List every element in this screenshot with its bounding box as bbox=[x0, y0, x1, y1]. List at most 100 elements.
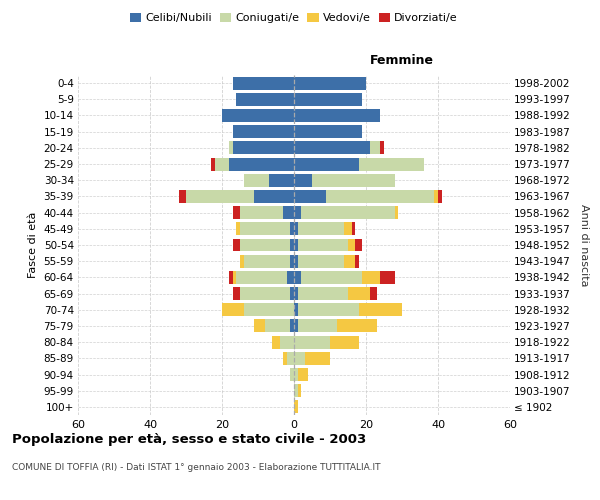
Bar bbox=[233, 142, 294, 154]
Bar bbox=[294, 336, 330, 348]
Bar bbox=[380, 142, 384, 154]
Bar bbox=[438, 190, 442, 203]
Bar bbox=[294, 271, 301, 284]
Bar bbox=[215, 158, 229, 170]
Bar bbox=[254, 190, 294, 203]
Bar bbox=[244, 174, 269, 186]
Bar bbox=[233, 238, 240, 252]
Bar bbox=[229, 158, 294, 170]
Bar bbox=[294, 76, 366, 90]
Bar bbox=[283, 206, 294, 219]
Bar bbox=[240, 287, 290, 300]
Bar bbox=[359, 304, 402, 316]
Bar bbox=[290, 254, 294, 268]
Bar bbox=[294, 142, 370, 154]
Bar bbox=[240, 222, 290, 235]
Bar bbox=[294, 400, 298, 413]
Bar bbox=[240, 238, 290, 252]
Bar bbox=[348, 238, 355, 252]
Text: COMUNE DI TOFFIA (RI) - Dati ISTAT 1° gennaio 2003 - Elaborazione TUTTITALIA.IT: COMUNE DI TOFFIA (RI) - Dati ISTAT 1° ge… bbox=[12, 462, 380, 471]
Bar bbox=[294, 109, 380, 122]
Bar bbox=[290, 287, 294, 300]
Bar bbox=[298, 222, 344, 235]
Y-axis label: Anni di nascita: Anni di nascita bbox=[579, 204, 589, 286]
Bar bbox=[233, 206, 240, 219]
Bar bbox=[269, 174, 294, 186]
Bar bbox=[395, 206, 398, 219]
Bar bbox=[362, 271, 380, 284]
Bar bbox=[290, 238, 294, 252]
Bar bbox=[298, 304, 359, 316]
Bar bbox=[301, 271, 362, 284]
Bar bbox=[359, 158, 424, 170]
Bar bbox=[290, 320, 294, 332]
Bar bbox=[294, 238, 298, 252]
Bar bbox=[298, 238, 348, 252]
Bar bbox=[370, 287, 377, 300]
Bar bbox=[294, 158, 359, 170]
Bar bbox=[222, 304, 244, 316]
Bar bbox=[294, 254, 298, 268]
Bar bbox=[294, 368, 298, 381]
Bar bbox=[280, 336, 294, 348]
Bar bbox=[233, 125, 294, 138]
Bar bbox=[294, 222, 298, 235]
Bar bbox=[294, 320, 298, 332]
Legend: Celibi/Nubili, Coniugati/e, Vedovi/e, Divorziati/e: Celibi/Nubili, Coniugati/e, Vedovi/e, Di… bbox=[128, 10, 460, 26]
Bar bbox=[294, 384, 298, 397]
Bar bbox=[222, 109, 294, 122]
Bar bbox=[337, 320, 377, 332]
Bar bbox=[244, 304, 294, 316]
Bar bbox=[294, 206, 301, 219]
Bar bbox=[240, 206, 283, 219]
Y-axis label: Fasce di età: Fasce di età bbox=[28, 212, 38, 278]
Bar bbox=[294, 174, 312, 186]
Bar bbox=[283, 352, 287, 365]
Bar bbox=[352, 222, 355, 235]
Text: Popolazione per età, sesso e stato civile - 2003: Popolazione per età, sesso e stato civil… bbox=[12, 432, 366, 446]
Bar bbox=[298, 320, 337, 332]
Bar bbox=[298, 287, 348, 300]
Bar bbox=[305, 352, 330, 365]
Bar bbox=[211, 158, 215, 170]
Bar bbox=[233, 271, 236, 284]
Bar bbox=[233, 76, 294, 90]
Bar bbox=[344, 254, 355, 268]
Bar bbox=[265, 320, 290, 332]
Bar bbox=[290, 368, 294, 381]
Bar bbox=[236, 93, 294, 106]
Bar bbox=[244, 254, 290, 268]
Bar bbox=[298, 254, 344, 268]
Bar bbox=[233, 287, 240, 300]
Bar bbox=[272, 336, 280, 348]
Bar bbox=[179, 190, 186, 203]
Bar bbox=[370, 142, 380, 154]
Bar bbox=[355, 238, 362, 252]
Bar bbox=[294, 287, 298, 300]
Bar bbox=[326, 190, 434, 203]
Bar bbox=[240, 254, 244, 268]
Bar bbox=[298, 384, 301, 397]
Bar bbox=[290, 222, 294, 235]
Bar bbox=[294, 190, 326, 203]
Bar bbox=[298, 368, 308, 381]
Bar bbox=[294, 93, 362, 106]
Bar bbox=[355, 254, 359, 268]
Bar bbox=[287, 352, 294, 365]
Bar bbox=[330, 336, 359, 348]
Bar bbox=[380, 271, 395, 284]
Bar bbox=[294, 352, 305, 365]
Bar bbox=[348, 287, 370, 300]
Bar bbox=[254, 320, 265, 332]
Bar bbox=[301, 206, 395, 219]
Bar bbox=[434, 190, 438, 203]
Text: Femmine: Femmine bbox=[370, 54, 434, 66]
Bar bbox=[312, 174, 395, 186]
Bar bbox=[294, 125, 362, 138]
Bar bbox=[344, 222, 352, 235]
Bar bbox=[294, 304, 298, 316]
Bar bbox=[229, 271, 233, 284]
Bar bbox=[287, 271, 294, 284]
Bar bbox=[236, 222, 240, 235]
Bar bbox=[236, 271, 287, 284]
